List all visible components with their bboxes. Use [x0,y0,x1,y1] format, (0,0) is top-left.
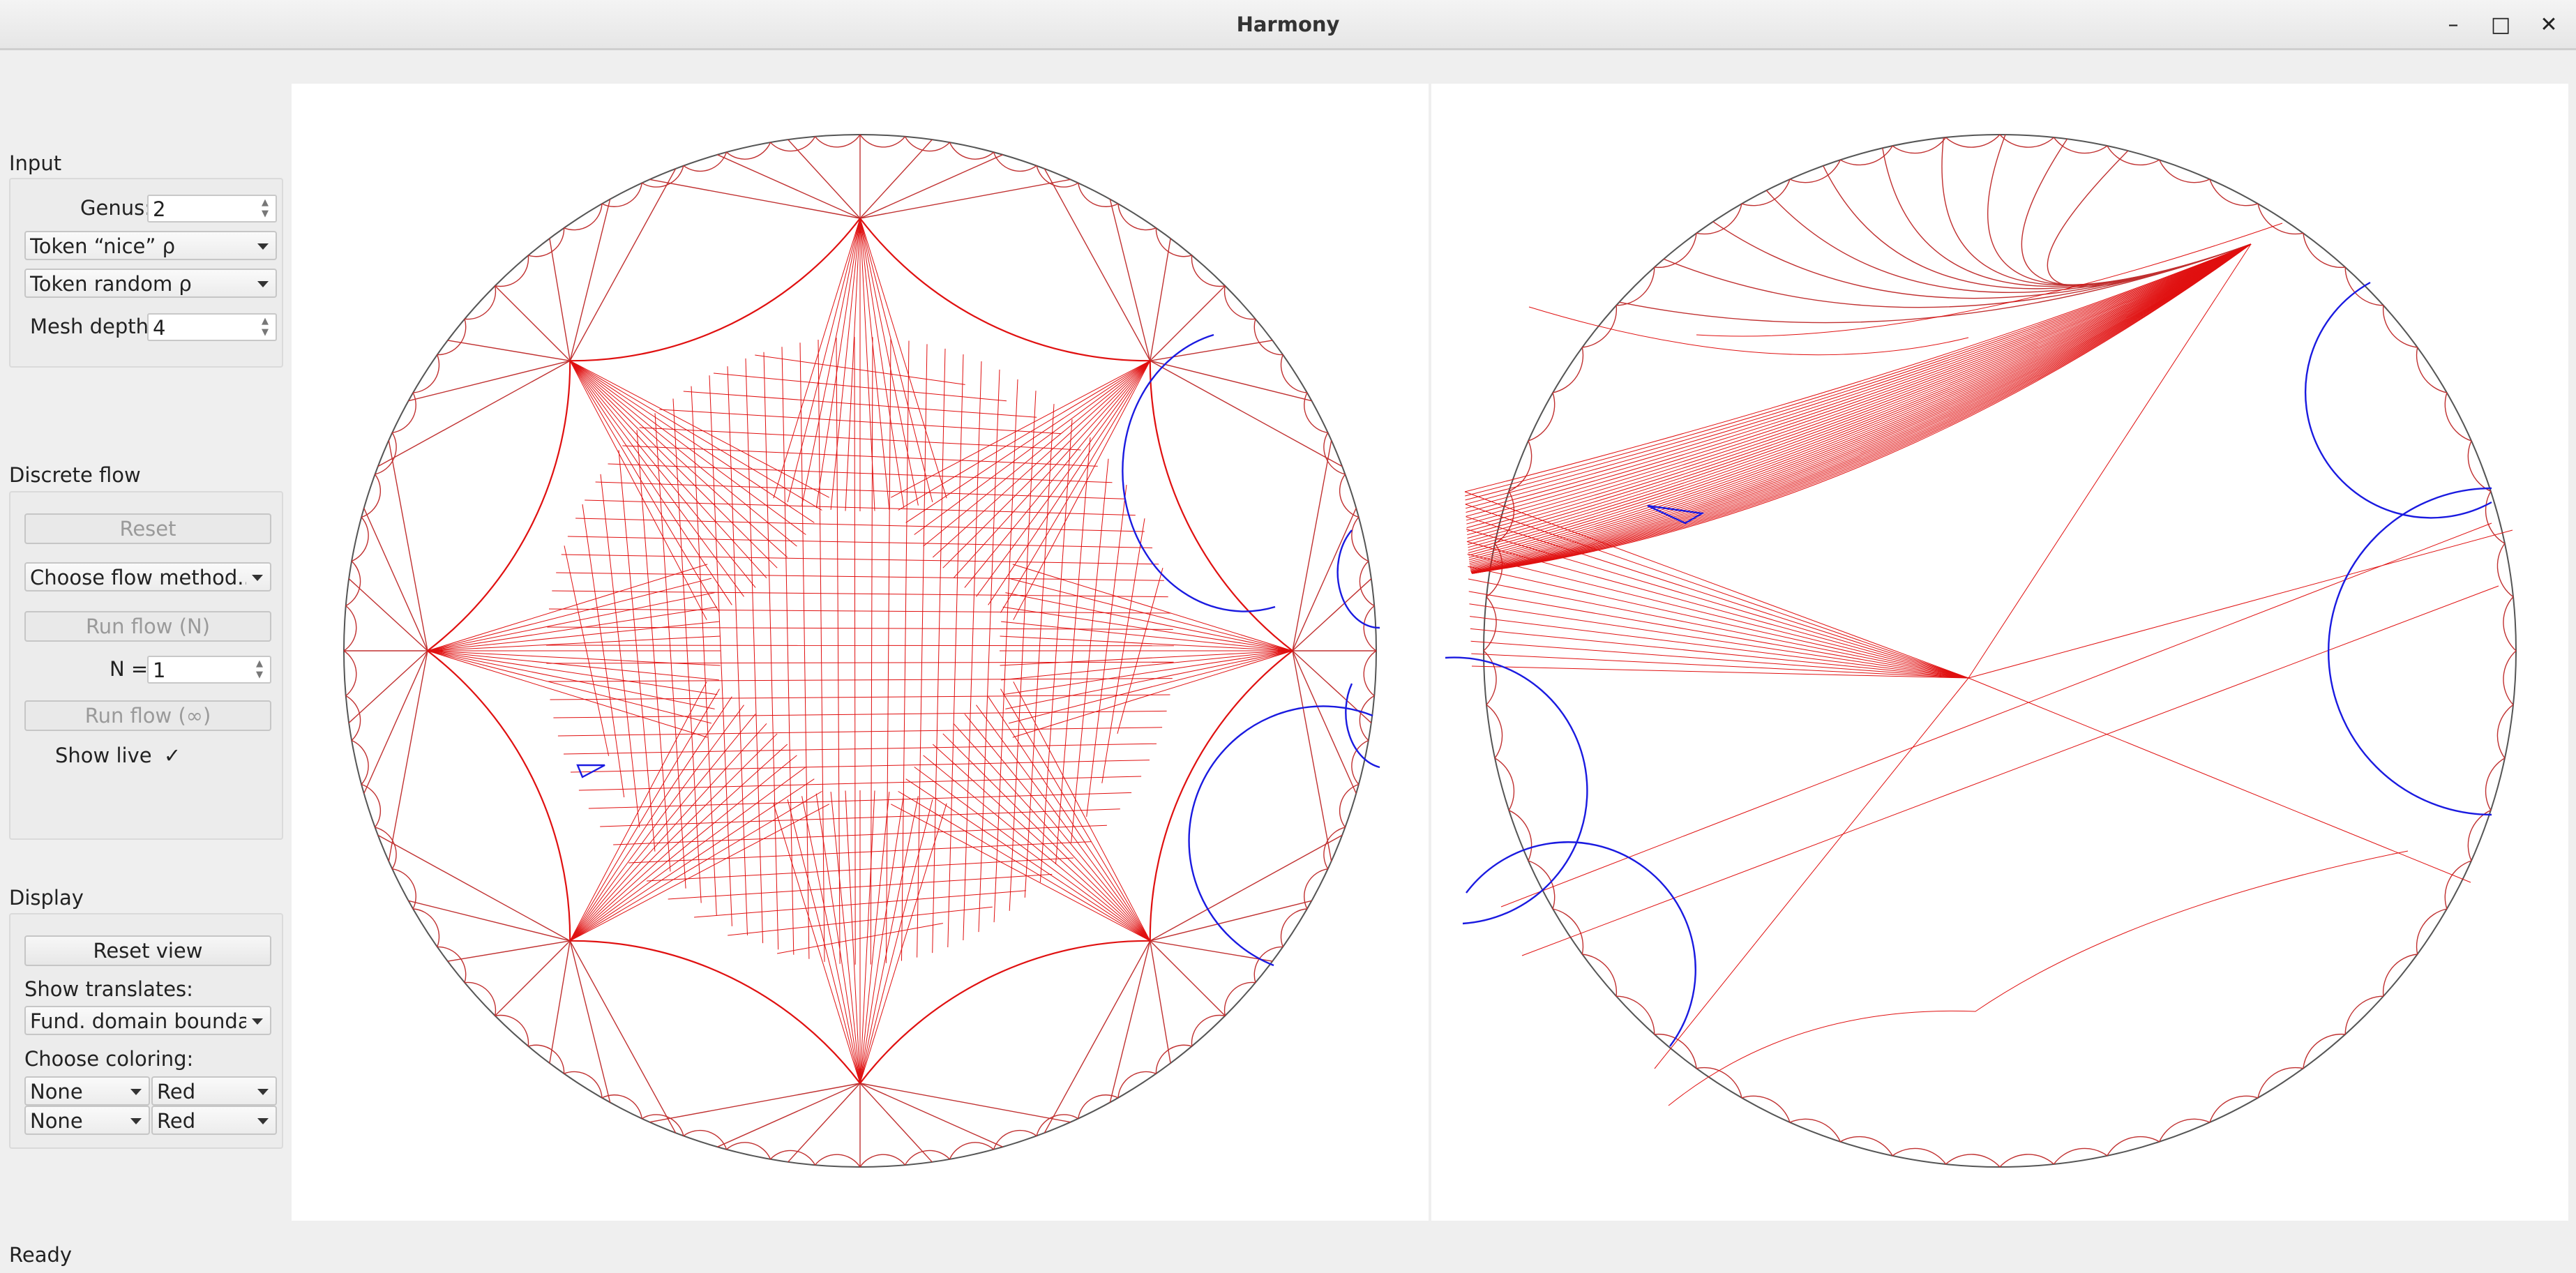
coloring-label: Choose coloring: [24,1047,194,1071]
chevron-down-icon [257,243,269,250]
mesh-lines [427,218,1293,1084]
flow-method-dropdown[interactable]: Choose flow method... [24,562,271,592]
fundamental-domain [427,218,1293,1084]
window-title: Harmony [1236,13,1340,36]
translate-arcs [1483,134,2517,1168]
target-disk-drawing [1445,134,2517,1168]
boundary-arcs [576,333,1380,967]
close-icon[interactable]: ✕ [2540,13,2558,37]
coloring-color-dropdown-2[interactable]: Red [151,1106,277,1135]
domain-canvas[interactable] [292,84,1429,1221]
genus-label: Genus: [80,196,151,220]
n-label: N = [110,657,149,681]
flow-section-title: Discrete flow [9,463,141,487]
chevron-down-icon [130,1089,142,1095]
chevron-down-icon [252,575,263,581]
mesh-depth-value: 4 [153,316,166,340]
coloring-source-dropdown-1[interactable]: None [24,1076,150,1106]
maximize-icon[interactable]: □ [2490,13,2511,37]
genus-spinbox[interactable]: 2 ▲ ▼ [147,195,277,223]
display-group: Reset view Show translates: Fund. domain… [9,913,283,1149]
chevron-down-icon [130,1118,142,1124]
reset-button[interactable]: Reset [24,513,271,544]
flow-group: Reset Choose flow method... Run flow (N)… [9,491,283,840]
spin-arrows-icon[interactable]: ▲ ▼ [262,316,269,338]
genus-value: 2 [153,197,166,221]
control-sidebar: Input Genus: 2 ▲ ▼ Token “nice” ρ Token r… [0,50,289,1236]
coloring-source-1: None [30,1080,83,1103]
status-bar: Ready [9,1243,73,1267]
nice-rho-label: Token “nice” ρ [30,234,176,258]
random-rho-dropdown[interactable]: Token random ρ [24,269,277,298]
n-value: 1 [153,658,166,682]
minimize-icon[interactable]: – [2448,13,2459,37]
target-canvas[interactable] [1431,84,2568,1221]
run-flow-infinite-button[interactable]: Run flow (∞) [24,700,271,731]
show-translates-value: Fund. domain boundary [30,1009,246,1033]
spin-arrows-icon[interactable]: ▲ ▼ [256,658,263,680]
input-section-title: Input [9,151,62,175]
chevron-down-icon [252,1018,263,1025]
check-icon: ✓ [163,744,181,767]
coloring-color-1: Red [157,1080,196,1103]
n-spinbox[interactable]: 1 ▲ ▼ [147,656,271,684]
show-live-label: Show live [55,744,152,767]
coloring-color-2: Red [157,1109,196,1133]
random-rho-label: Token random ρ [30,272,192,296]
spin-arrows-icon[interactable]: ▲ ▼ [262,197,269,219]
chevron-down-icon [257,1089,269,1095]
mesh-depth-spinbox[interactable]: 4 ▲ ▼ [147,313,277,341]
show-live-checkbox[interactable]: Show live ✓ [55,744,181,767]
poincare-disk-boundary [1483,134,2517,1168]
mesh-lines [1464,223,2513,1106]
mesh-depth-label: Mesh depth: [30,315,156,338]
coloring-color-dropdown-1[interactable]: Red [151,1076,277,1106]
nice-rho-dropdown[interactable]: Token “nice” ρ [24,231,277,260]
show-translates-label: Show translates: [24,977,193,1001]
reset-view-button[interactable]: Reset view [24,935,271,966]
boundary-arcs [1445,281,2492,1047]
domain-disk-drawing [343,134,1380,1168]
translate-arcs [343,134,1377,1168]
flow-method-label: Choose flow method... [30,566,246,589]
show-translates-dropdown[interactable]: Fund. domain boundary [24,1006,271,1035]
coloring-source-dropdown-2[interactable]: None [24,1106,150,1135]
input-group: Genus: 2 ▲ ▼ Token “nice” ρ Token random … [9,178,283,368]
title-bar: Harmony – □ ✕ [0,0,2576,50]
chevron-down-icon [257,281,269,287]
coloring-source-2: None [30,1109,83,1133]
display-section-title: Display [9,886,84,910]
chevron-down-icon [257,1118,269,1124]
run-flow-n-button[interactable]: Run flow (N) [24,611,271,642]
